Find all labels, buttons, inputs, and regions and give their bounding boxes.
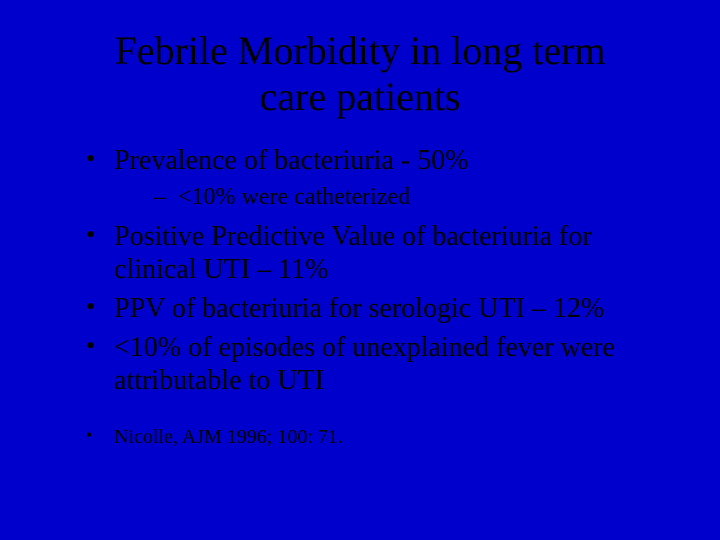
bullet-text: PPV of bacteriuria for serologic UTI – 1… [114, 293, 604, 324]
sub-bullet-text: <10% were catheterized [178, 184, 410, 210]
bullet-list: Prevalence of bacteriuria - 50% <10% wer… [50, 144, 670, 397]
bullet-text: <10% of episodes of unexplained fever we… [114, 332, 615, 396]
bullet-item: Prevalence of bacteriuria - 50% <10% wer… [86, 144, 670, 212]
bullet-item: PPV of bacteriuria for serologic UTI – 1… [86, 292, 670, 325]
bullet-text: Prevalence of bacteriuria - 50% [114, 145, 468, 176]
slide: Febrile Morbidity in long term care pati… [0, 0, 720, 540]
sub-bullet-list: <10% were catheterized [114, 183, 670, 212]
bullet-item: <10% of episodes of unexplained fever we… [86, 331, 670, 397]
slide-title: Febrile Morbidity in long term care pati… [50, 28, 670, 120]
reference-item: Nicolle, AJM 1996; 100: 71. [86, 425, 670, 449]
reference-text: Nicolle, AJM 1996; 100: 71. [114, 426, 343, 448]
sub-bullet-item: <10% were catheterized [154, 183, 670, 212]
reference-list: Nicolle, AJM 1996; 100: 71. [50, 425, 670, 449]
bullet-item: Positive Predictive Value of bacteriuria… [86, 220, 670, 286]
bullet-text: Positive Predictive Value of bacteriuria… [114, 221, 592, 285]
